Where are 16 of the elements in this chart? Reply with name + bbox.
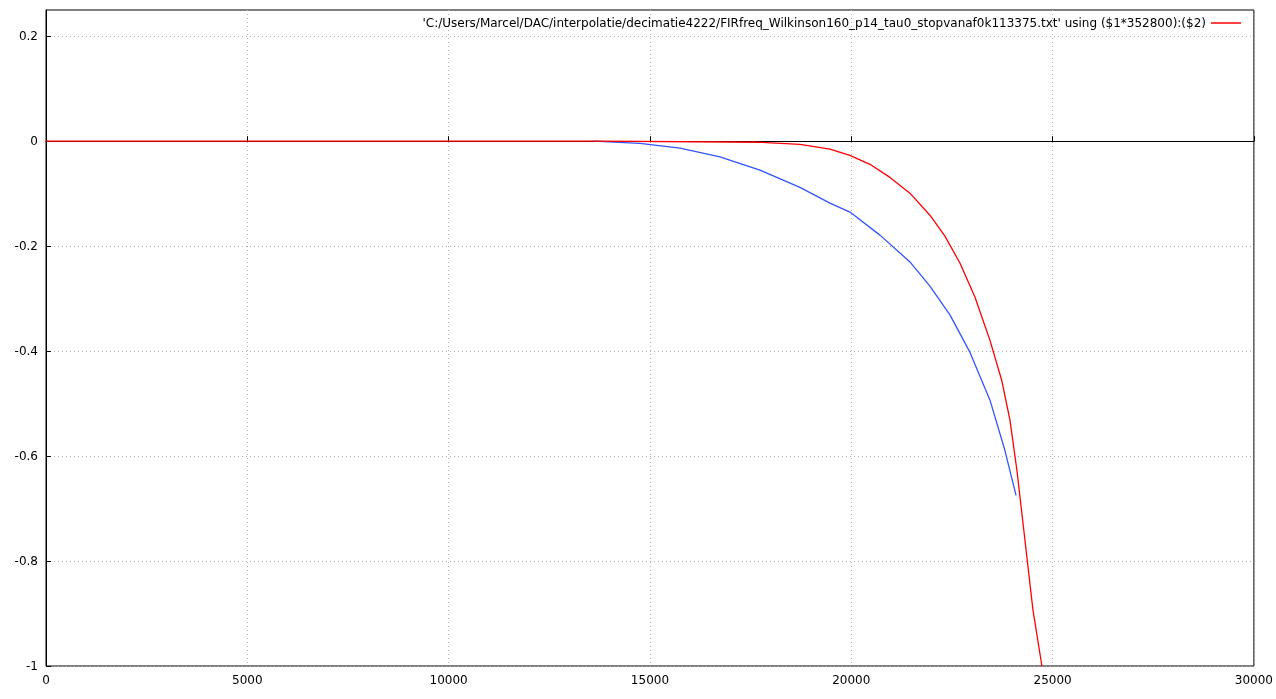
line-series [45, 140, 1043, 667]
y-tick-label: -1 [26, 659, 38, 673]
x-tick-label: 0 [42, 673, 50, 687]
x-tick-label: 25000 [1033, 673, 1072, 687]
y-tick-label: -0.8 [14, 554, 38, 569]
x-tick-label: 5000 [232, 673, 263, 687]
x-tick-label: 20000 [832, 673, 871, 687]
y-tick-label: 0 [30, 134, 38, 149]
legend-label: 'C:/Users/Marcel/DAC/interpolatie/decimatie4222/FIRfreq_Wilkinson160_p14_tau0_stopvanaf0k113375.txt' using ($1*352800):($2) [422, 16, 1206, 30]
y-tick-label: -0.2 [14, 239, 38, 254]
y-tick-label: -0.6 [14, 449, 38, 464]
x-tick-label: 30000 [1234, 673, 1274, 687]
x-tick-label: 10000 [429, 673, 468, 687]
y-tick-label: 0.2 [18, 29, 38, 44]
y-tick-label: -0.4 [14, 344, 38, 359]
x-tick-label: 15000 [630, 673, 670, 687]
